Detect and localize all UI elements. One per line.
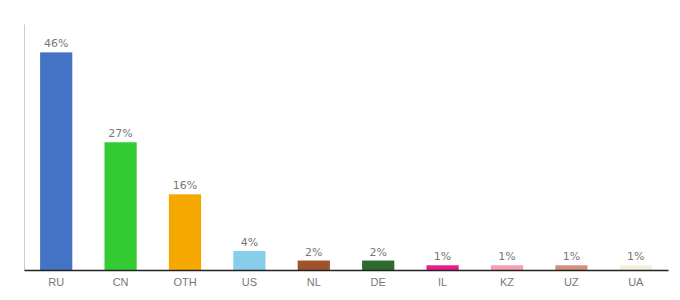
x-tick: UA: [628, 276, 644, 288]
x-tick: KZ: [500, 276, 514, 288]
bars: [40, 52, 652, 270]
data-label: 1%: [563, 250, 580, 263]
data-label: 2%: [369, 246, 386, 259]
data-label: 1%: [434, 250, 451, 263]
x-axis-line: [25, 270, 669, 272]
x-tick: IL: [438, 276, 447, 288]
data-label: 1%: [498, 250, 515, 263]
x-tick-label: OTH: [173, 276, 196, 288]
bar: [169, 194, 201, 270]
bar: [40, 52, 72, 270]
x-tick: UZ: [564, 276, 579, 288]
bar: [362, 261, 394, 270]
data-label: 16%: [173, 179, 197, 192]
x-tick-label: NL: [307, 276, 321, 288]
chart: RU CN OTH US NL DE IL KZ UZ UA 46% 27% 16% 4% 2% 2% 1% 1%…: [0, 0, 680, 300]
bar: [555, 265, 587, 270]
x-tick-label: KZ: [500, 276, 514, 288]
y-axis-line: [24, 25, 25, 271]
bar: [233, 251, 265, 270]
x-tick: OTH: [173, 276, 196, 288]
plot: RU CN OTH US NL DE IL KZ UZ UA 46% 27% 16% 4% 2% 2% 1% 1%…: [25, 25, 669, 288]
bar: [620, 265, 652, 270]
y-axis: [24, 25, 25, 271]
x-tick: US: [242, 276, 257, 288]
x-tick: CN: [113, 276, 129, 288]
data-label: 4%: [241, 236, 258, 249]
data-label: 46%: [44, 37, 68, 50]
x-tick: NL: [307, 276, 321, 288]
x-tick-label: US: [242, 276, 257, 288]
x-tick-label: RU: [48, 276, 64, 288]
bar: [105, 142, 137, 270]
x-tick-label: UZ: [564, 276, 579, 288]
data-label: 27%: [108, 127, 132, 140]
bar: [298, 261, 330, 270]
data-labels: 46% 27% 16% 4% 2% 2% 1% 1% 1% 1%: [44, 37, 645, 263]
x-tick-label: IL: [438, 276, 447, 288]
x-tick-label: CN: [113, 276, 129, 288]
x-tick: RU: [48, 276, 64, 288]
data-label: 2%: [305, 246, 322, 259]
data-label: 1%: [627, 250, 644, 263]
bar: [491, 265, 523, 270]
x-tick-label: DE: [371, 276, 386, 288]
x-tick-label: UA: [628, 276, 644, 288]
x-tick: DE: [371, 276, 386, 288]
x-axis: RU CN OTH US NL DE IL KZ UZ UA: [25, 271, 669, 288]
bar: [427, 265, 459, 270]
